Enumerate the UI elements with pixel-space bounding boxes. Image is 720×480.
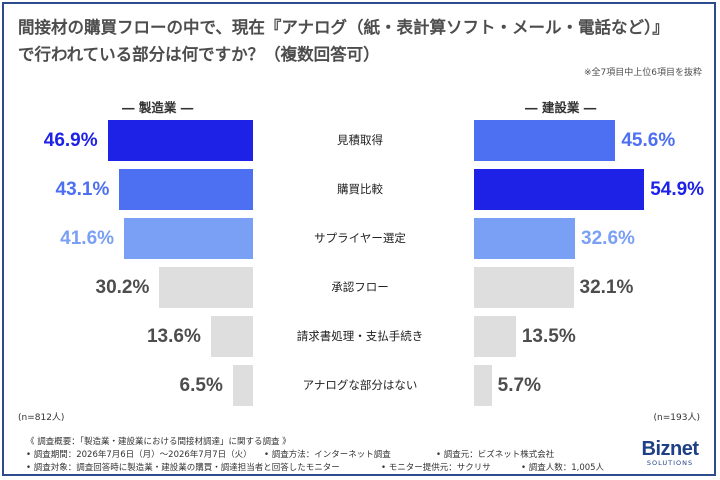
category-label: アナログな部分はない — [302, 378, 418, 392]
bar-manufacturing — [232, 365, 253, 406]
bar-manufacturing — [124, 218, 253, 259]
value-label-construction: 45.6% — [621, 130, 676, 151]
bar-manufacturing — [107, 120, 253, 161]
title-line-2: で行われている部分は何ですか？（複数回答可） — [18, 45, 380, 64]
category-label: 承認フロー — [331, 280, 389, 294]
value-label-construction: 32.6% — [581, 228, 635, 249]
value-label-construction: 54.9% — [650, 179, 705, 200]
footer-method: • 調査方法：インターネット調査 — [264, 450, 391, 460]
value-label-manufacturing: 13.6% — [146, 326, 201, 347]
bar-manufacturing — [210, 316, 253, 357]
bar-manufacturing — [119, 169, 253, 210]
value-label-manufacturing: 46.9% — [43, 130, 98, 151]
value-label-construction: 5.7% — [497, 375, 541, 396]
value-label-construction: 32.1% — [579, 277, 634, 298]
footer-provider: • モニター提供元：サクリサ — [381, 463, 491, 473]
right-sample-size: (n=193人) — [653, 413, 700, 423]
bar-construction — [474, 267, 574, 308]
bar-construction — [474, 316, 516, 357]
biznet-logo: Biznet SOLUTIONS — [629, 438, 711, 467]
footer-org: • 調査元：ビズネット株式会社 — [436, 450, 555, 460]
chart-frame: 間接材の購買フローの中で、現在『アナログ（紙・表計算ソフト・メール・電話など）』… — [2, 2, 716, 476]
bar-construction — [474, 120, 616, 161]
value-label-manufacturing: 30.2% — [95, 277, 150, 298]
logo-sub: SOLUTIONS — [646, 459, 694, 467]
category-label: サプライヤー選定 — [314, 231, 406, 245]
value-label-manufacturing: 41.6% — [60, 228, 115, 249]
value-label-construction: 13.5% — [521, 326, 576, 347]
value-label-manufacturing: 43.1% — [55, 179, 110, 200]
category-label: 請求書処理・支払手続き — [296, 329, 424, 343]
chart-title: 間接材の購買フローの中で、現在『アナログ（紙・表計算ソフト・メール・電話など）』… — [18, 14, 708, 68]
survey-footer: 《 調査概要：「製造業・建設業における間接材調達」に関する調査 》 • 調査期間… — [26, 436, 604, 475]
left-sample-size: (n=812人) — [18, 413, 65, 423]
bar-construction — [474, 218, 576, 259]
footer-period: • 調査期間：2026年7月6日（月）～2026年7月7日（火） — [26, 450, 252, 460]
footer-target: • 調査対象：調査回答時に製造業・建設業の購買・調達担当者と回答したモニター — [26, 463, 340, 473]
value-label-manufacturing: 6.5% — [179, 375, 223, 396]
right-section-label: ― 建設業 ― — [525, 100, 597, 115]
bar-manufacturing — [159, 267, 253, 308]
title-line-1: 間接材の購買フローの中で、現在『アナログ（紙・表計算ソフト・メール・電話など）』 — [18, 18, 669, 37]
bar-construction — [474, 365, 492, 406]
logo-name: Biznet — [641, 438, 700, 460]
footer-title: 《 調査概要：「製造業・建設業における間接材調達」に関する調査 》 — [26, 437, 291, 447]
footer-count: • 調査人数：1,005人 — [521, 463, 605, 473]
category-label: 見積取得 — [337, 133, 383, 147]
extract-note: ※全7項目中上位6項目を抜粋 — [584, 68, 702, 78]
left-section-label: ― 製造業 ― — [122, 100, 194, 115]
category-label: 購買比較 — [337, 182, 383, 196]
bar-construction — [474, 169, 645, 210]
